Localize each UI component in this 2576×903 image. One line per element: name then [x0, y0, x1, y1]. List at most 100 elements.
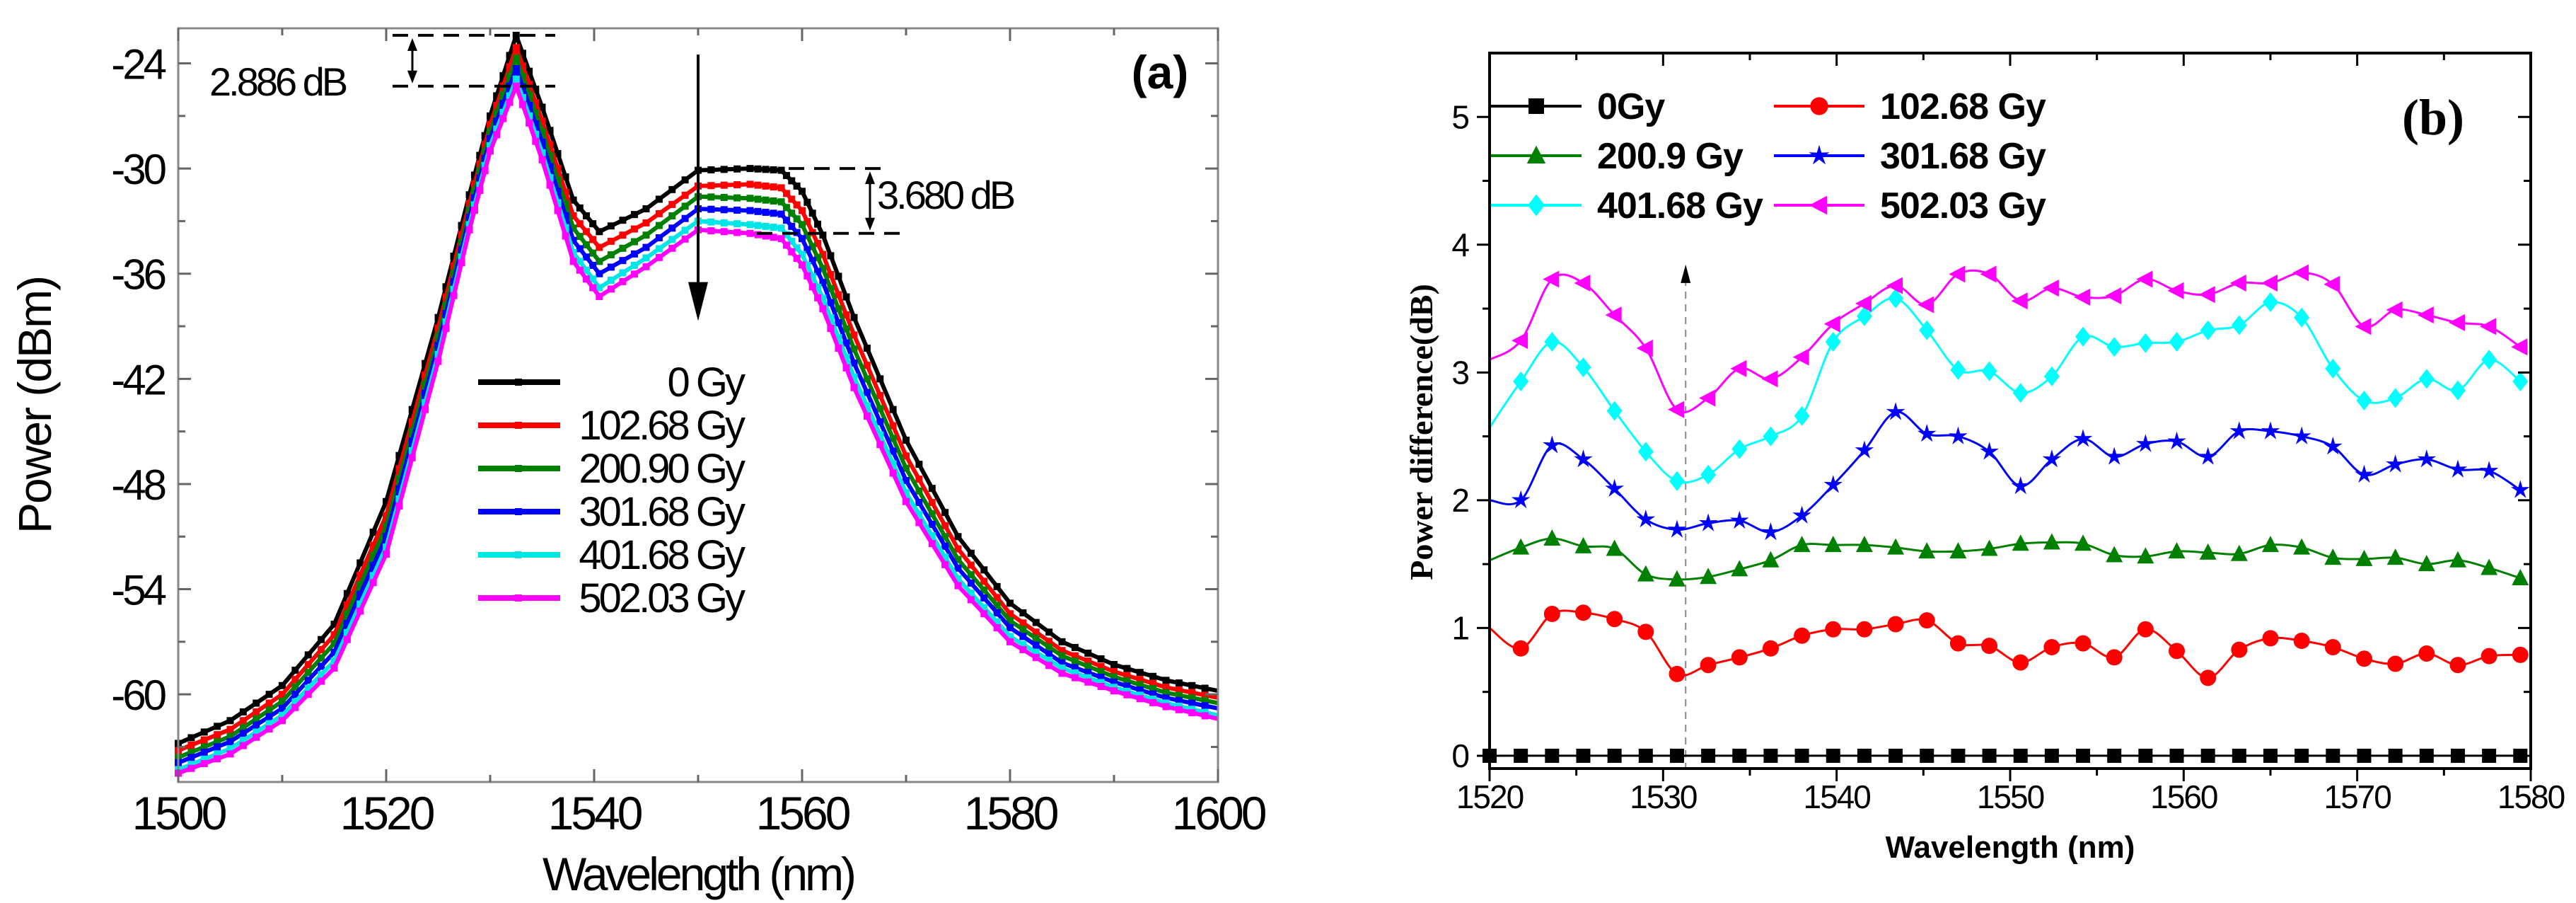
data-point [493, 110, 501, 117]
data-point [214, 731, 221, 739]
data-point [291, 667, 299, 674]
x-tick-label: 1520 [1456, 778, 1524, 815]
data-point [481, 132, 489, 139]
data-point [1071, 674, 1079, 681]
data-point [1032, 628, 1040, 636]
data-point [915, 461, 923, 468]
data-point [720, 206, 728, 214]
data-point [279, 717, 286, 725]
marker-star [2323, 437, 2343, 455]
data-point [762, 232, 770, 240]
legend-label: 502.03 Gy [579, 575, 745, 621]
data-point [642, 219, 650, 226]
arrow-head [865, 171, 875, 185]
marker-diamond [1794, 406, 1810, 426]
marker-diamond [2325, 358, 2341, 379]
data-point [814, 283, 822, 291]
x-tick-label: 1500 [132, 787, 226, 839]
marker-diamond [1825, 332, 1841, 352]
data-point [799, 261, 806, 269]
data-point [681, 226, 689, 234]
data-point [1123, 665, 1131, 672]
data-point [343, 601, 351, 609]
y-tick-label: 4 [1451, 226, 1470, 263]
data-point [330, 657, 338, 665]
marker-star [2292, 426, 2311, 444]
data-point [395, 451, 403, 459]
data-point [1136, 695, 1144, 703]
data-point [619, 277, 627, 285]
data-point [589, 261, 597, 269]
marker-circle [2106, 649, 2123, 666]
series-401.68-gy [1488, 288, 2529, 491]
data-point [799, 251, 806, 258]
data-point [835, 334, 842, 342]
marker-square [2200, 748, 2215, 763]
data-point [863, 412, 871, 420]
data-point [291, 683, 299, 691]
marker-diamond [1544, 332, 1560, 352]
x-tick-label: 1570 [2323, 778, 2391, 815]
legend-label: 200.90 Gy [579, 446, 745, 492]
marker-triangle [1918, 542, 1936, 559]
marker-triangle [2043, 533, 2060, 550]
data-point [668, 200, 676, 208]
marker-triangle [1512, 538, 1530, 555]
data-point [1019, 609, 1027, 616]
data-point [754, 207, 762, 215]
x-tick-label: 1580 [2497, 778, 2565, 815]
marker-triangle-left [1512, 332, 1528, 350]
x-tick-label: 1580 [964, 787, 1058, 839]
data-point [383, 497, 390, 505]
data-point [493, 101, 501, 109]
data-point [1019, 633, 1027, 640]
y-tick-label: 2 [1451, 482, 1470, 519]
marker-diamond [2418, 369, 2435, 389]
data-point [903, 489, 910, 497]
marker-diamond [1919, 320, 1935, 340]
marker-triangle-left [2198, 286, 2215, 304]
data-point [226, 732, 234, 740]
data-point [554, 165, 562, 173]
data-point [850, 345, 858, 353]
marker-circle [2200, 669, 2217, 686]
data-point [408, 406, 416, 413]
marker-triangle [2106, 546, 2123, 563]
data-point [607, 277, 615, 284]
data-point [607, 285, 615, 293]
data-point [1058, 647, 1066, 655]
marker-star [1809, 144, 1830, 165]
data-point [239, 730, 247, 737]
data-point [562, 173, 569, 180]
marker-triangle-left [2355, 318, 2372, 335]
x-tick-label: 1530 [1630, 778, 1697, 815]
data-point [808, 209, 816, 217]
marker-star [2011, 476, 2030, 495]
data-point [589, 284, 597, 292]
marker-triangle-left [1855, 294, 1872, 312]
data-point [1201, 691, 1209, 699]
data-point [1084, 674, 1092, 681]
data-point [499, 115, 507, 122]
data-point [928, 520, 936, 528]
data-point [876, 441, 884, 449]
data-point [532, 120, 540, 127]
data-point [526, 112, 533, 120]
data-point [980, 610, 988, 618]
marker-triangle-left [1605, 306, 1622, 324]
data-point [487, 112, 494, 120]
chart-a: 1500 1520 1540 1560 1580 1600 -24 -30 -36 -42 -48 -… [8, 27, 1269, 900]
data-point [782, 172, 790, 180]
marker-circle [2481, 648, 2497, 665]
data-point [487, 128, 494, 136]
data-point [200, 748, 208, 756]
series-502.03-gy [175, 82, 1219, 777]
data-point [538, 117, 546, 125]
data-point [356, 571, 364, 579]
data-point [343, 635, 351, 643]
series-502.03-gy [1489, 264, 2528, 418]
data-point [422, 406, 429, 413]
marker-triangle [2386, 548, 2404, 565]
data-point [928, 532, 936, 540]
marker-diamond [2449, 380, 2466, 401]
